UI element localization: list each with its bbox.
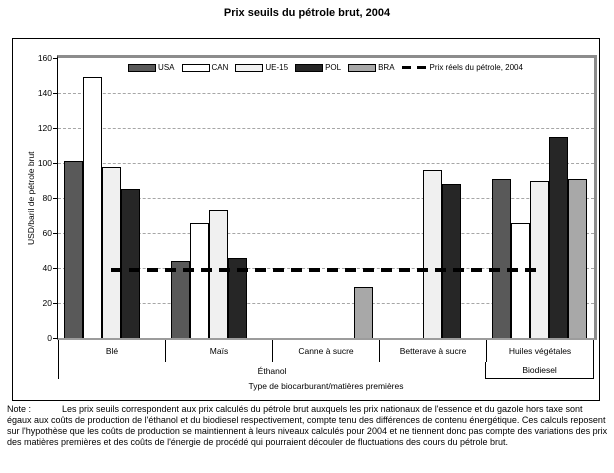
plot-area: USA CAN UE-15 POL BRA Prix réels du pétrole, … <box>56 55 597 340</box>
legend-item-can: CAN <box>181 63 229 72</box>
gridline-100 <box>57 163 594 164</box>
legend-item-bra: BRA <box>348 63 395 72</box>
legend-item-price-line: Prix réels du pétrole, 2004 <box>401 63 523 72</box>
bar-group-4 <box>379 58 486 338</box>
y-tick-mark <box>53 337 58 339</box>
bar-usa-2 <box>170 261 190 338</box>
y-tick-label-0: 0 <box>47 333 52 343</box>
legend-swatch-bra <box>348 63 377 72</box>
y-tick-label-80: 80 <box>42 193 52 203</box>
legend-swatch-can <box>181 63 210 72</box>
bar-ue-15-4 <box>423 170 443 338</box>
legend-label: UE-15 <box>265 63 289 72</box>
bar-bra-5 <box>568 178 588 338</box>
gridline-140 <box>57 93 594 94</box>
y-tick-mark <box>53 302 58 304</box>
footnote-text: Les prix seuils correspondent aux prix c… <box>7 404 608 447</box>
legend: USA CAN UE-15 POL BRA Prix réels du pétrole, … <box>58 63 594 72</box>
bar-bra-3 <box>353 287 373 338</box>
bar-pol-4 <box>442 184 462 338</box>
y-tick-mark <box>53 267 58 269</box>
y-tick-label-140: 140 <box>37 88 52 98</box>
gridline-60 <box>57 233 594 234</box>
bar-can-2 <box>189 222 209 338</box>
y-tick-label-100: 100 <box>37 158 52 168</box>
y-tick-mark <box>53 197 58 199</box>
real-oil-price-line <box>111 267 540 272</box>
legend-label: Prix réels du pétrole, 2004 <box>429 63 523 72</box>
bar-group-1 <box>58 58 165 338</box>
y-tick-mark <box>53 57 58 59</box>
bar-ue-15-5 <box>530 180 550 338</box>
x-axis-title: Type de biocarburant/matières premières <box>248 381 404 391</box>
y-tick-mark <box>53 92 58 94</box>
bar-group-5 <box>486 58 593 338</box>
fuel-group-label-éthanol: Éthanol <box>59 362 487 379</box>
bar-usa-5 <box>492 178 512 338</box>
y-tick-label-60: 60 <box>42 228 52 238</box>
legend-label: USA <box>158 63 175 72</box>
legend-swatch-ue-15 <box>235 63 264 72</box>
fuel-group-row: Éthanol Biodiesel <box>59 362 593 379</box>
bar-ue-15-1 <box>101 166 121 338</box>
legend-label: BRA <box>378 63 395 72</box>
footnote-label: Note : <box>7 404 32 414</box>
chart-title: Prix seuils du pétrole brut, 2004 <box>223 7 391 19</box>
bar-can-5 <box>511 222 531 338</box>
y-tick-label-20: 20 <box>42 298 52 308</box>
bar-ue-15-2 <box>208 210 228 338</box>
x-axis-band: Blé Maïs Canne à sucre Betterave à sucre Hui… <box>58 340 594 379</box>
footnote: Note : Les prix seuils correspondent aux … <box>7 404 609 448</box>
gridline-80 <box>57 198 594 199</box>
legend-item-usa: USA <box>128 63 175 72</box>
bar-pol-2 <box>227 257 247 338</box>
y-tick-label-40: 40 <box>42 263 52 273</box>
legend-label: CAN <box>211 63 229 72</box>
dashed-line-marker <box>401 66 427 69</box>
bar-group-2 <box>165 58 272 338</box>
category-label-5: Huiles végétales <box>508 346 572 356</box>
fuel-group-label-biodiesel: Biodiesel <box>486 362 593 379</box>
bar-usa-1 <box>63 161 83 338</box>
category-label-1: Blé <box>59 340 166 362</box>
gridline-120 <box>57 128 594 129</box>
legend-item-ue-15: UE-15 <box>235 63 288 72</box>
bar-pol-1 <box>120 189 140 338</box>
category-label-4: Betterave à sucre <box>380 340 487 362</box>
bar-can-1 <box>82 77 102 338</box>
category-label-row: Blé Maïs Canne à sucre Betterave à sucre Hui… <box>59 340 593 362</box>
y-tick-mark <box>53 162 58 164</box>
category-label-3: Canne à sucre <box>273 340 380 362</box>
bar-pol-5 <box>549 136 569 338</box>
y-tick-mark <box>53 232 58 234</box>
legend-swatch-usa <box>128 63 157 72</box>
chart-frame: USD/baril de pétrole brut USA CAN UE-15 POL… <box>12 38 600 401</box>
legend-label: POL <box>325 63 342 72</box>
y-tick-label-160: 160 <box>37 53 52 63</box>
gridline-20 <box>57 303 594 304</box>
category-label-2: Maïs <box>166 340 273 362</box>
y-tick-label-120: 120 <box>37 123 52 133</box>
bar-group-3 <box>272 58 379 338</box>
legend-item-pol: POL <box>295 63 341 72</box>
legend-swatch-pol <box>295 63 324 72</box>
y-tick-mark <box>53 127 58 129</box>
